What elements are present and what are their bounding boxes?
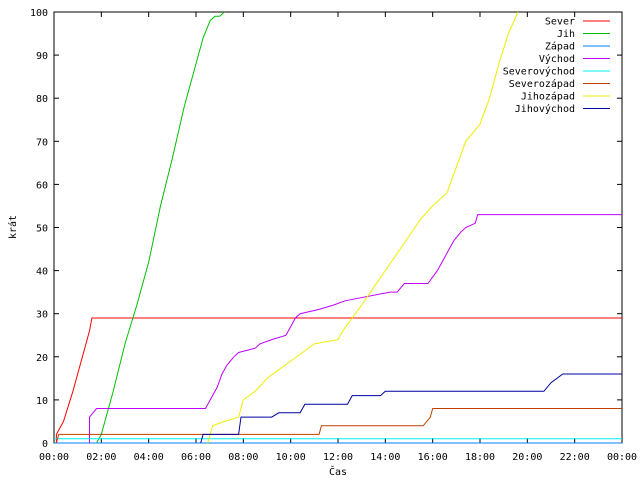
legend-label-7: Jihozápad	[521, 91, 575, 103]
y-tick-label: 0	[42, 439, 48, 450]
legend-label-6: Severozápad	[509, 78, 575, 90]
x-tick-label: 16:00	[418, 452, 448, 463]
x-axis: 00:00 02:00 04:00 06:00 08:00 10:00 12:00 14:00…	[39, 12, 637, 463]
x-tick-label: 04:00	[134, 452, 164, 463]
x-tick-label: 00:00	[39, 452, 69, 463]
series-line-1	[55, 317, 622, 443]
y-tick-label: 70	[36, 137, 48, 148]
y-tick-label: 100	[30, 8, 48, 19]
x-tick-label: 12:00	[323, 452, 353, 463]
y-tick-label: 20	[36, 353, 48, 364]
series-lines	[54, 11, 622, 444]
y-tick-label: 60	[36, 180, 48, 191]
legend-label-2: Jih	[557, 29, 575, 40]
legend-label-5: Severovýchod	[503, 66, 575, 78]
y-tick-label: 10	[36, 396, 48, 407]
legend-label-3: Západ	[545, 41, 575, 53]
x-tick-label: 06:00	[181, 452, 211, 463]
legend: SeverJihZápadVýchodSeverovýchodSeverozáp…	[503, 17, 610, 115]
x-tick-label: 08:00	[228, 452, 258, 463]
legend-label-4: Východ	[539, 53, 575, 65]
x-tick-label: 20:00	[512, 452, 542, 463]
x-tick-label: 02:00	[86, 452, 116, 463]
y-tick-label: 90	[36, 51, 48, 62]
series-line-2	[96, 11, 225, 444]
y-tick-label: 40	[36, 267, 48, 278]
series-line-6	[55, 408, 622, 444]
series-line-8	[200, 373, 622, 444]
y-tick-label: 80	[36, 94, 48, 105]
y-axis-label: krát	[7, 215, 19, 239]
x-tick-label: 18:00	[465, 452, 495, 463]
x-tick-label: 00:00	[607, 452, 637, 463]
y-tick-label: 30	[36, 310, 48, 321]
x-tick-label: 22:00	[560, 452, 590, 463]
series-line-7	[207, 11, 519, 444]
legend-label-1: Sever	[545, 17, 575, 28]
x-tick-label: 10:00	[276, 452, 306, 463]
x-axis-label: Čas	[329, 465, 347, 478]
y-tick-label: 50	[36, 224, 48, 235]
y-axis: 0 10 20 30 40 50 60 70 80 90 100	[30, 8, 622, 450]
legend-label-8: Jihovýchod	[515, 103, 575, 115]
x-tick-label: 14:00	[370, 452, 400, 463]
series-line-4	[89, 214, 622, 443]
